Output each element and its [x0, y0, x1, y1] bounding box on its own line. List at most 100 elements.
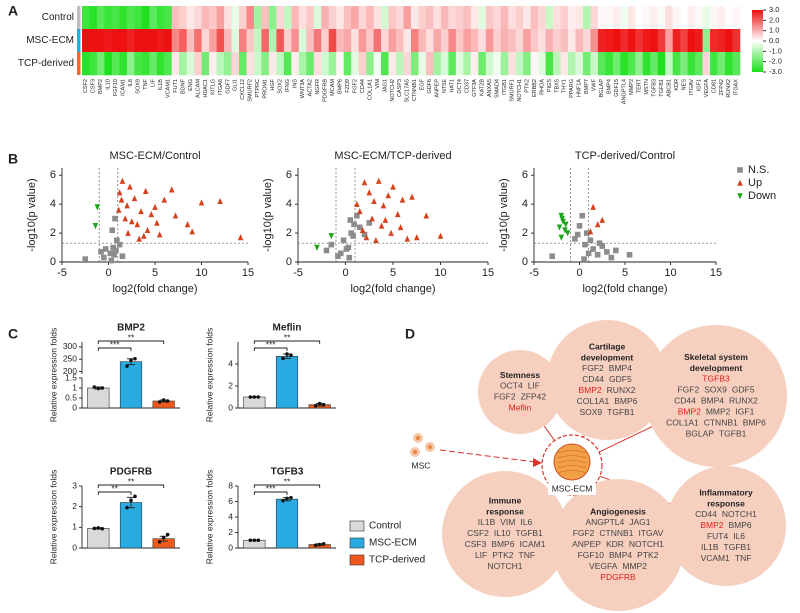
- point: [115, 206, 122, 213]
- heatmap-cell: [89, 29, 98, 53]
- heatmap-cell: [134, 6, 143, 30]
- column-label: FUT1: [173, 79, 179, 93]
- heatmap-cell: [253, 29, 262, 53]
- heatmap-cell: [665, 6, 674, 30]
- gene: FGF10: [578, 550, 605, 560]
- heatmap-cell: [597, 52, 606, 76]
- significance-bracket: [253, 347, 288, 351]
- heatmap-cell: [448, 6, 457, 30]
- heatmap-cell: [388, 6, 397, 30]
- heatmap-cell: [455, 52, 464, 76]
- heatmap-cell: [403, 52, 412, 76]
- heatmap-cell: [568, 29, 576, 53]
- colorbar-label: 3.0: [769, 5, 779, 14]
- column-label: OCT4: [457, 79, 463, 94]
- heatmap-cell: [351, 52, 359, 76]
- gene: IL1B: [478, 517, 496, 527]
- legend-label: MSC-ECM: [369, 538, 417, 549]
- heatmap-cell: [328, 29, 337, 53]
- significance-bracket: [97, 491, 132, 495]
- heatmap-cell: [381, 52, 389, 76]
- column-label: RHOA: [539, 79, 545, 95]
- heatmap-cell: [134, 29, 143, 53]
- ecm-texture: [557, 465, 587, 469]
- gene-line: FGF2 SOX9 GDF5: [677, 385, 754, 395]
- heatmap-cell: [261, 6, 270, 30]
- gene-line: BMP2 BMP6: [700, 520, 752, 530]
- gene: OCT4: [500, 381, 523, 391]
- heatmap-cell: [582, 29, 591, 53]
- gene-line: TGFB3: [702, 374, 730, 384]
- gene: BMP4: [609, 363, 632, 373]
- legend-swatch: [349, 520, 365, 532]
- heatmap-cell: [485, 52, 494, 76]
- gene-line: COL1A1 BMP6: [577, 396, 638, 406]
- point: [82, 256, 89, 262]
- gene: FGF2: [677, 385, 699, 395]
- point: [141, 232, 147, 239]
- heatmap-cell: [179, 29, 187, 53]
- gene-line: BMP2 MMP2 IGF1: [678, 407, 755, 417]
- point: [144, 226, 151, 233]
- point: [437, 232, 444, 239]
- gene: NOTCH1: [488, 561, 523, 571]
- y-tick-label: 1: [72, 382, 77, 392]
- column-label: MMP2: [629, 79, 635, 95]
- heatmap-cell: [321, 52, 330, 76]
- gene: BMP4: [701, 396, 724, 406]
- column-label: IL1B: [158, 79, 164, 91]
- y-tick-label: 3: [72, 480, 77, 490]
- connector: [598, 426, 653, 453]
- column-label: VWF: [592, 78, 598, 91]
- replicate-point: [313, 404, 318, 408]
- column-label: CD44: [360, 79, 366, 93]
- y-tick-label: 2: [522, 227, 528, 239]
- x-axis-label: log2(fold change): [112, 283, 197, 295]
- heatmap-cell: [620, 29, 629, 53]
- heatmap-cell: [209, 29, 217, 53]
- heatmap-cell: [448, 52, 457, 76]
- column-label: FGF10: [113, 79, 119, 96]
- replicate-point: [92, 385, 97, 389]
- heatmap-cell: [493, 6, 502, 30]
- column-label: BMP4: [607, 79, 613, 94]
- heatmap-cell: [268, 6, 277, 30]
- heatmap-cell: [246, 6, 255, 30]
- point: [366, 189, 373, 196]
- topic-bubble: [666, 466, 786, 586]
- point: [343, 246, 350, 252]
- column-label: EGF: [420, 78, 426, 90]
- heatmap-cell: [201, 6, 210, 30]
- gene-line: VEGFA MMP2: [589, 561, 647, 571]
- x-tick-label: 15: [242, 267, 254, 279]
- heatmap-cell: [403, 29, 412, 53]
- point: [172, 212, 179, 219]
- column-label: JAG1: [382, 79, 388, 93]
- heatmap-cell: [156, 29, 165, 53]
- heatmap-cell: [440, 52, 449, 76]
- heatmap-cell: [478, 29, 487, 53]
- heatmap-cell: [328, 52, 337, 76]
- heatmap-cell: [239, 29, 247, 53]
- gene: Meflin: [509, 403, 532, 413]
- column-label: FGF2: [352, 79, 358, 93]
- legend-label: Down: [748, 190, 776, 202]
- significance-bracket: [97, 340, 165, 344]
- heatmap-cell: [582, 6, 591, 30]
- gene: VIM: [500, 517, 515, 527]
- colorbar-label: 0.0: [769, 36, 779, 45]
- column-label: NOTCH1: [517, 79, 523, 102]
- y-tick-label: 2: [72, 501, 77, 511]
- significance-label: ***: [110, 339, 121, 349]
- point: [198, 199, 205, 206]
- chart-title: MSC-ECM/Control: [109, 150, 200, 162]
- column-label: PIGS: [547, 79, 553, 92]
- topic-title: Immune: [489, 495, 522, 505]
- point: [559, 215, 566, 222]
- heatmap-cell: [246, 29, 255, 53]
- point: [125, 229, 131, 236]
- y-tick-label: 1: [72, 522, 77, 532]
- point: [161, 196, 168, 203]
- heatmap-cell: [717, 52, 726, 76]
- heatmap-cell: [515, 29, 524, 53]
